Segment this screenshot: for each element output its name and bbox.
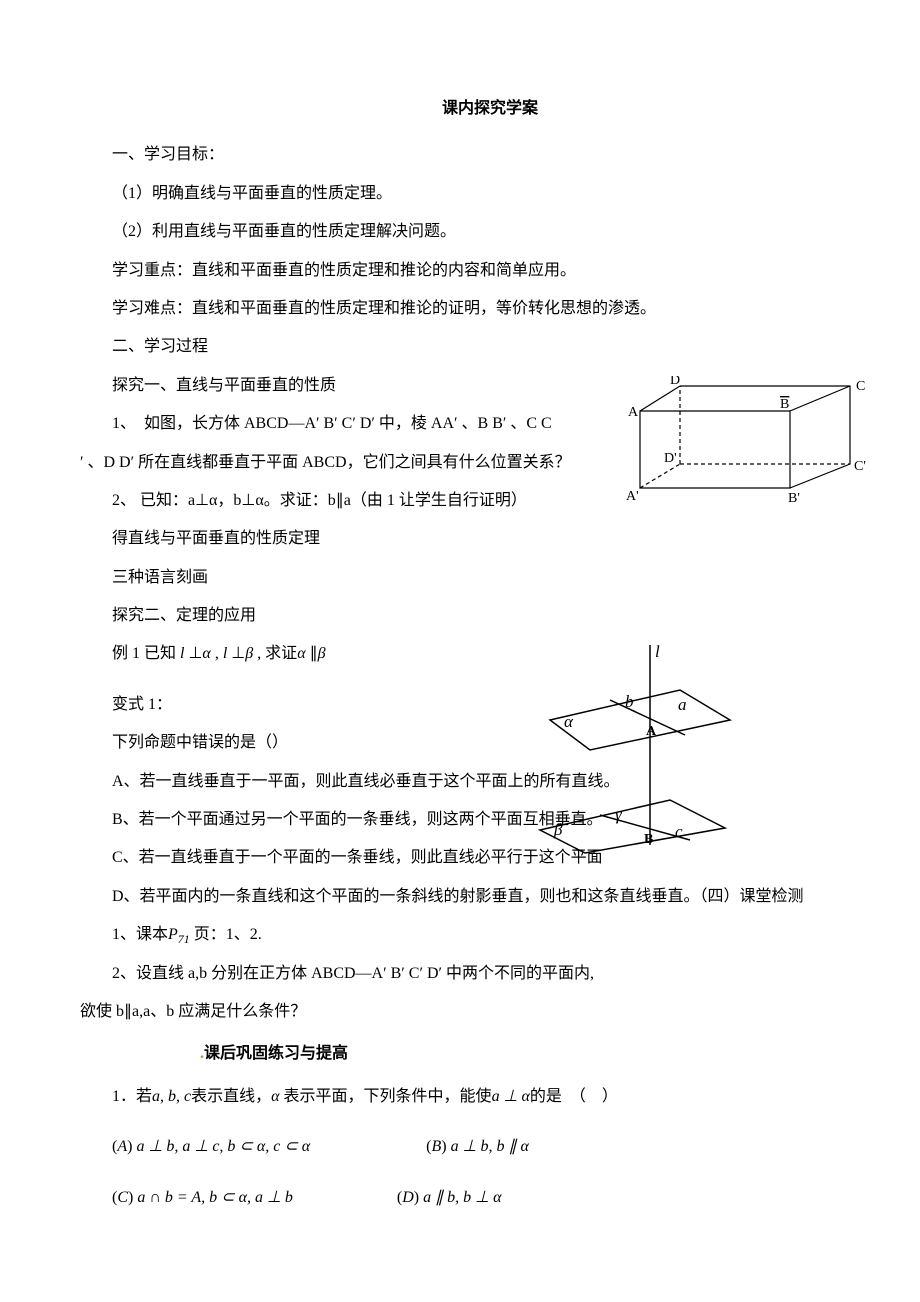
label-Ap: A' — [626, 489, 639, 504]
key-point: 学习重点：直线和平面垂直的性质定理和推论的内容和简单应用。 — [80, 252, 840, 290]
label-A: A — [628, 405, 639, 420]
post-options-row-2: (C) a ∩ b = A, b ⊂ α, a ⊥ b (D) a ∥ b, b… — [80, 1179, 840, 1217]
post-q1-mid1: 表示直线， — [191, 1088, 271, 1105]
post-q1-alpha: α — [271, 1088, 279, 1105]
post-q1-mid2: 表示平面，下列条件中，能使 — [280, 1088, 492, 1105]
post-opt-A: (A) a ⊥ b, a ⊥ c, b ⊂ α, c ⊂ α — [112, 1138, 310, 1155]
label-alpha: α — [564, 712, 574, 731]
label-Cp: C' — [854, 459, 866, 474]
post-opt-C: (C) a ∩ b = A, b ⊂ α, a ⊥ b — [112, 1189, 293, 1206]
label-B: B — [780, 397, 789, 412]
post-q1-abc: a, b, c — [152, 1088, 191, 1105]
three-languages: 三种语言刻画 — [80, 559, 840, 597]
check-2-b: 欲使 b∥a,a、b 应满足什么条件？ — [80, 993, 840, 1031]
label-l: l — [655, 645, 660, 661]
p-sub: 71 — [178, 932, 190, 946]
objective-1: （1）明确直线与平面垂直的性质定理。 — [80, 175, 840, 213]
difficulty: 学习难点：直线和平面垂直的性质定理和推论的证明，等价转化思想的渗透。 — [80, 290, 840, 328]
post-title: .课后巩固练习与提高 — [200, 1035, 840, 1073]
p-symbol: P — [168, 926, 178, 943]
label-c: c — [675, 822, 683, 841]
label-C: C — [856, 379, 865, 394]
check-2-a: 2、设直线 a,b 分别在正方体 ABCD—A′ B′ C′ D′ 中两个不同的… — [80, 955, 840, 993]
post-q1-suf: 的是 （ ） — [530, 1088, 618, 1105]
planes-diagram: l α β γ b a c A B — [520, 645, 740, 855]
post-q1-pre: 1．若 — [112, 1088, 152, 1105]
label-b: b — [625, 692, 634, 711]
label-big-A: A — [646, 724, 657, 739]
section-2-heading: 二、学习过程 — [80, 328, 840, 366]
main-title: 课内探究学案 — [140, 90, 840, 128]
section-1-heading: 一、学习目标： — [80, 136, 840, 174]
label-Dp: D' — [664, 451, 677, 466]
post-opt-B: (B) a ⊥ b, b ∥ α — [394, 1128, 529, 1166]
label-Bp: B' — [788, 491, 800, 506]
label-big-B: B — [644, 832, 653, 847]
post-title-text: 课后巩固练习与提高 — [204, 1045, 348, 1062]
label-a: a — [678, 695, 687, 714]
exploration-2: 探究二、定理的应用 — [80, 597, 840, 635]
post-options-row-1: (A) a ⊥ b, a ⊥ c, b ⊂ α, c ⊂ α (B) a ⊥ b… — [80, 1128, 840, 1166]
check-1: 1、课本P71 页：1、2. — [80, 916, 840, 954]
example-1-text: 例 1 已知 l ⊥α , l ⊥β , 求证α ∥β — [112, 645, 326, 662]
label-beta: β — [553, 820, 563, 839]
conclusion: 得直线与平面垂直的性质定理 — [80, 520, 840, 558]
post-opt-D: (D) a ∥ b, b ⊥ α — [365, 1179, 502, 1217]
objective-2: （2）利用直线与平面垂直的性质定理解决问题。 — [80, 213, 840, 251]
option-D: D、若平面内的一条直线和这个平面的一条斜线的射影垂直，则也和这条直线垂直。（四）… — [80, 878, 840, 916]
check-1-post: 页：1、2. — [194, 926, 262, 943]
label-D: D — [670, 376, 680, 388]
check-1-pre: 1、课本 — [112, 926, 168, 943]
post-q1: 1．若a, b, c表示直线，α 表示平面，下列条件中，能使a ⊥ α的是 （ … — [80, 1078, 840, 1116]
post-q1-aperp: a ⊥ α — [492, 1088, 530, 1105]
cuboid-diagram: A B C D A' B' C' D' — [620, 376, 870, 516]
